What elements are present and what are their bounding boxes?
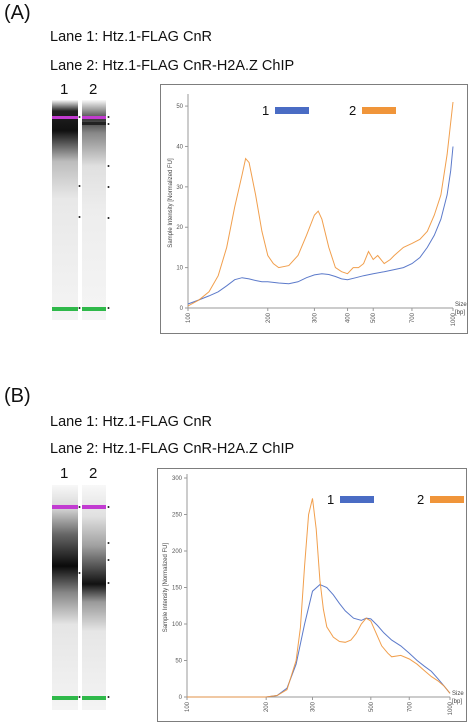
chart-1-x-tick-label: 500	[369, 701, 375, 712]
chart-0-x-tick-label: 400	[346, 312, 352, 323]
chart-0-x-tick-label: 200	[266, 312, 272, 323]
chart-0-legend-label-2: 2	[349, 103, 356, 118]
chart-0-x-tick-label: 700	[410, 312, 416, 323]
chart-1-x-axis-unit: [bp]	[452, 699, 462, 705]
panel-a-lane2-description: Lane 2: Htz.1-FLAG CnR-H2A.Z ChIP	[50, 58, 295, 74]
panel-b-gel-lane-2	[82, 485, 106, 710]
chart-0-x-tick-label: 100	[186, 312, 192, 323]
chart-0-y-tick-label: 20	[176, 225, 183, 231]
chart-0-x-tick-label: 1000	[451, 312, 457, 326]
panel-b-chart: 0 50 100 150 200 250 300 100 200 300 500 700 1000 Sam…	[163, 474, 464, 715]
panel-b-upper-marker-lane-2	[82, 505, 106, 509]
chart-1-y-axis-label: Sample Intensity [Normalized FU]	[163, 542, 169, 632]
panel-b-upper-marker-lane-1	[52, 505, 78, 509]
chart-0-y-tick-label: 10	[176, 266, 183, 272]
panel-a-gel-lane-2	[82, 100, 106, 320]
chart-0-series-1-line	[187, 146, 454, 305]
panel-a-gel-lane-label-2: 2	[89, 81, 98, 98]
chart-0-legend-label-1: 1	[262, 103, 269, 118]
chart-1-series-1-line	[187, 584, 451, 698]
chart-1-x-tick-label: 300	[310, 701, 316, 712]
panel-b-gel-ladder-ticks	[78, 506, 110, 698]
chart-1-y-tick-label: 0	[179, 695, 183, 701]
panel-b-letter: (B)	[4, 385, 31, 407]
panel-a-lane1-description: Lane 1: Htz.1-FLAG CnR	[50, 29, 212, 45]
chart-1-legend-label-1: 1	[327, 492, 334, 507]
panel-a-gel-ladder-ticks	[78, 116, 110, 309]
panel-b-lane2-description: Lane 2: Htz.1-FLAG CnR-H2A.Z ChIP	[50, 441, 295, 457]
panel-b-gel-lane-label-2: 2	[89, 465, 98, 482]
chart-1-legend-swatch-1	[340, 496, 374, 503]
chart-1-x-tick-label: 1000	[448, 701, 454, 715]
panel-a-letter: (A)	[4, 2, 31, 24]
panel-a-lower-marker-lane-2	[82, 307, 106, 311]
chart-0-legend-swatch-2	[362, 107, 396, 114]
panel-a-chart-frame	[160, 84, 468, 334]
chart-1-x-axis-label: Size	[452, 691, 464, 697]
chart-1-x-tick-label: 100	[185, 701, 191, 712]
panel-a-lower-marker-lane-1	[52, 307, 78, 311]
chart-0-y-tick-label: 30	[176, 185, 183, 191]
chart-0-y-axis-label: Sample Intensity [Normalized FU]	[168, 158, 174, 248]
chart-0-x-tick-label: 300	[312, 312, 318, 323]
chart-1-y-tick-label: 250	[172, 513, 183, 519]
chart-0-y-tick-label: 50	[176, 104, 183, 110]
panel-a-gel-image	[52, 100, 110, 320]
chart-0-y-tick-label: 0	[180, 306, 184, 312]
chart-1-x-tick-label: 200	[264, 701, 270, 712]
chart-1-y-tick-label: 100	[172, 622, 183, 628]
chart-0-x-tick-label: 500	[371, 312, 377, 323]
chart-0-y-tick-label: 40	[176, 144, 183, 150]
panel-b-gel-lane-1	[52, 485, 78, 710]
panel-b-gel-lane-label-1: 1	[60, 465, 69, 482]
chart-1-x-tick-label: 700	[407, 701, 413, 712]
panel-b-lane1-description: Lane 1: Htz.1-FLAG CnR	[50, 414, 212, 430]
panel-a-upper-marker-lane-1	[52, 116, 78, 119]
chart-1-legend-label-2: 2	[417, 492, 424, 507]
chart-1-y-tick-label: 300	[172, 476, 183, 482]
chart-0-legend-swatch-1	[275, 107, 309, 114]
chart-1-legend-swatch-2	[430, 496, 464, 503]
panel-a-gel-lane-label-1: 1	[60, 81, 69, 98]
chart-1-y-tick-label: 200	[172, 549, 183, 555]
panel-b-lower-marker-lane-2	[82, 696, 106, 700]
panel-a-gel-lane-1	[52, 100, 78, 320]
chart-0-x-axis-unit: [bp]	[455, 310, 465, 316]
panel-b-lower-marker-lane-1	[52, 696, 78, 700]
panel-a-band-lane-2	[82, 122, 106, 125]
chart-1-y-tick-label: 150	[172, 586, 183, 592]
panel-a-chart: 0 10 20 30 40 50 100 200 300 400 500 700 1000 Sample …	[168, 94, 467, 326]
chart-0-series-2-line	[187, 101, 454, 307]
chart-0-x-axis-label: Size	[455, 302, 467, 308]
panel-a-upper-marker-lane-2	[82, 116, 106, 119]
panel-b-gel-image	[52, 485, 110, 710]
chart-1-series-2-line	[187, 498, 451, 698]
chart-1-y-tick-label: 50	[175, 659, 182, 665]
